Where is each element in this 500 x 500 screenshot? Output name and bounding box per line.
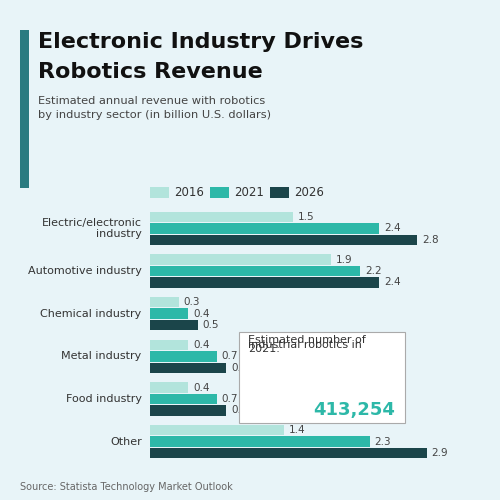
Bar xyxy=(150,340,188,350)
Text: 2026: 2026 xyxy=(294,186,324,199)
Bar xyxy=(150,320,198,330)
Bar xyxy=(150,308,188,319)
Bar xyxy=(150,254,332,264)
Bar xyxy=(150,436,370,447)
Bar xyxy=(150,297,178,308)
Text: 0.8: 0.8 xyxy=(231,363,248,373)
Bar xyxy=(150,277,379,287)
Text: 2021:: 2021: xyxy=(248,344,280,354)
Bar xyxy=(150,425,284,436)
Bar xyxy=(150,448,427,458)
Text: 2.9: 2.9 xyxy=(432,448,448,458)
Text: 2.4: 2.4 xyxy=(384,224,400,234)
Bar xyxy=(150,223,379,234)
Text: Estimated number of: Estimated number of xyxy=(248,335,366,345)
Bar xyxy=(150,212,293,222)
Text: 2021: 2021 xyxy=(234,186,264,199)
Text: 2.3: 2.3 xyxy=(374,436,391,446)
Text: 413,254: 413,254 xyxy=(314,400,396,418)
Text: 0.7: 0.7 xyxy=(222,352,238,362)
Text: 1.4: 1.4 xyxy=(288,425,305,435)
Text: 2.8: 2.8 xyxy=(422,235,438,245)
Text: 0.7: 0.7 xyxy=(222,394,238,404)
Text: 0.8: 0.8 xyxy=(231,406,248,415)
Text: Robotics Revenue: Robotics Revenue xyxy=(38,62,262,82)
Text: 1.9: 1.9 xyxy=(336,254,353,264)
Text: Electronic Industry Drives: Electronic Industry Drives xyxy=(38,32,363,52)
Text: 0.4: 0.4 xyxy=(193,340,210,350)
Text: industrial robotics in: industrial robotics in xyxy=(248,340,362,350)
Bar xyxy=(150,394,217,404)
Bar xyxy=(150,362,226,373)
Text: 0.3: 0.3 xyxy=(184,297,200,307)
Text: 0.4: 0.4 xyxy=(193,382,210,392)
Text: 0.4: 0.4 xyxy=(193,308,210,318)
Text: Estimated annual revenue with robotics
by industry sector (in billion U.S. dolla: Estimated annual revenue with robotics b… xyxy=(38,96,270,120)
FancyBboxPatch shape xyxy=(239,332,405,424)
Bar xyxy=(150,234,417,245)
Text: 1.5: 1.5 xyxy=(298,212,314,222)
Text: 2.4: 2.4 xyxy=(384,278,400,287)
Text: 0.5: 0.5 xyxy=(202,320,219,330)
Bar xyxy=(150,266,360,276)
Bar xyxy=(150,406,226,415)
Text: 2016: 2016 xyxy=(174,186,204,199)
Text: 2.2: 2.2 xyxy=(365,266,382,276)
Bar xyxy=(150,351,217,362)
Text: Source: Statista Technology Market Outlook: Source: Statista Technology Market Outlo… xyxy=(20,482,233,492)
Bar xyxy=(150,382,188,393)
